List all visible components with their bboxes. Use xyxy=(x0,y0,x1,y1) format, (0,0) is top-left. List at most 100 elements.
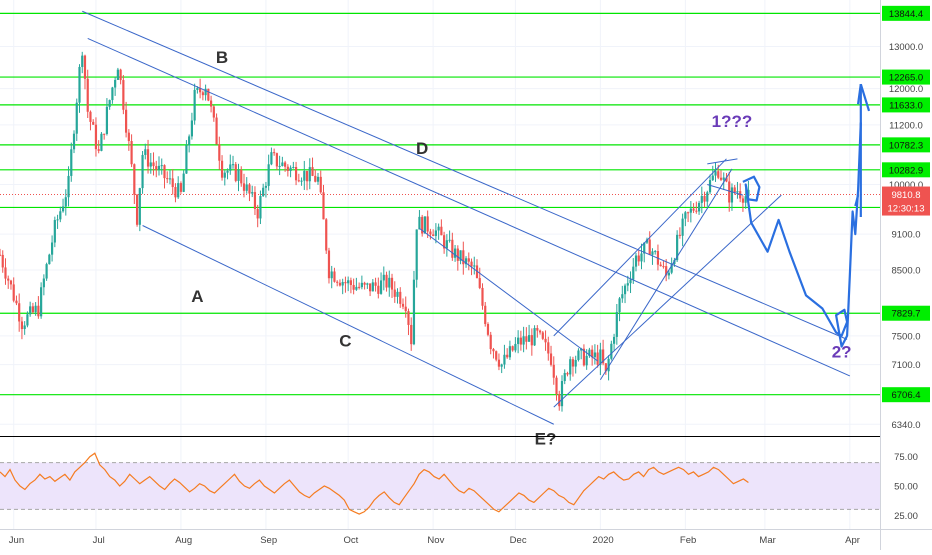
candle-body xyxy=(336,281,339,283)
candle-body xyxy=(437,226,440,231)
level-tag xyxy=(882,387,930,403)
candle-body xyxy=(352,284,355,290)
candle-body xyxy=(100,133,103,151)
candle-body xyxy=(541,332,544,339)
candle-body xyxy=(643,242,646,254)
candle-body xyxy=(593,352,596,358)
candle-body xyxy=(456,248,459,261)
time-tick-label: Feb xyxy=(680,535,696,546)
candle-body xyxy=(34,305,37,313)
candle-body xyxy=(18,303,21,322)
level-tag xyxy=(882,97,930,113)
time-tick-label: Jul xyxy=(93,535,105,546)
candle-body xyxy=(634,255,638,267)
current-price-value: 9810.8 xyxy=(891,190,920,201)
candle-body xyxy=(508,346,512,358)
candle-body xyxy=(59,211,62,220)
candle-body xyxy=(209,100,213,107)
candle-body xyxy=(434,230,437,236)
candle-body xyxy=(591,349,594,358)
candle-body xyxy=(94,124,98,150)
time-tick-label: Nov xyxy=(427,535,444,546)
candle-body xyxy=(706,192,709,202)
candle-body xyxy=(363,282,366,285)
candle-body xyxy=(700,196,703,203)
candle-body xyxy=(144,149,147,155)
candle-body xyxy=(533,328,536,346)
candle-body xyxy=(747,189,750,197)
candle-body xyxy=(703,196,706,202)
candle-body xyxy=(503,354,506,365)
candle-body xyxy=(163,165,166,179)
candle-body xyxy=(319,176,322,193)
time-tick-label: 2020 xyxy=(593,535,614,546)
candle-body xyxy=(281,162,284,166)
candle-body xyxy=(722,177,725,180)
candle-body xyxy=(0,254,2,256)
candle-body xyxy=(728,181,731,203)
candles xyxy=(0,51,750,412)
candle-body xyxy=(229,164,232,171)
candle-body xyxy=(667,272,671,276)
candle-body xyxy=(415,229,418,280)
candle-body xyxy=(196,88,199,90)
candle-body xyxy=(410,324,413,345)
candle-body xyxy=(670,263,673,273)
candle-body xyxy=(470,261,473,267)
candle-body xyxy=(615,312,618,337)
candle-body xyxy=(360,282,363,288)
candle-body xyxy=(602,349,605,364)
candle-body xyxy=(377,285,380,294)
candle-body xyxy=(393,289,396,297)
wave-label: A xyxy=(191,287,203,306)
price-tick-label: 10000.0 xyxy=(889,180,923,191)
candle-body xyxy=(215,117,218,145)
level-tag xyxy=(882,69,930,85)
candle-body xyxy=(188,136,191,146)
candle-body xyxy=(4,267,7,279)
candle-body xyxy=(168,178,172,180)
candle-body xyxy=(401,303,405,307)
trendline xyxy=(87,37,851,377)
candle-body xyxy=(204,88,207,96)
projection-path xyxy=(742,122,862,348)
candle-body xyxy=(662,266,665,268)
candle-body xyxy=(70,149,73,176)
candle-body xyxy=(289,167,292,172)
candle-body xyxy=(626,283,629,286)
candle-body xyxy=(347,280,350,284)
candle-body xyxy=(42,278,45,288)
candle-body xyxy=(385,274,388,288)
wave-labels: A B C D E? 1??? 2? xyxy=(191,48,851,449)
candle-body xyxy=(48,254,51,265)
price-tick-label: 7100.0 xyxy=(891,360,920,371)
trendline xyxy=(553,194,782,408)
time-tick-label: Apr xyxy=(845,535,860,546)
candle-body xyxy=(314,175,317,182)
candle-body xyxy=(171,178,174,188)
price-tick-label: 6340.0 xyxy=(891,420,920,431)
candle-body xyxy=(67,175,70,198)
candle-body xyxy=(286,166,289,172)
candle-body xyxy=(251,192,254,194)
candle-body xyxy=(322,192,325,220)
projection-arrow-head xyxy=(859,83,871,112)
candle-body xyxy=(736,191,739,193)
candle-body xyxy=(231,164,235,166)
level-tag-label: 7829.7 xyxy=(891,309,920,320)
candle-body xyxy=(275,153,278,167)
rsi-band xyxy=(0,462,880,510)
trendline xyxy=(707,184,744,196)
candle-body xyxy=(78,66,81,103)
candle-body xyxy=(330,271,333,279)
candle-body xyxy=(648,239,651,255)
candle-body xyxy=(212,106,215,118)
candle-body xyxy=(292,167,295,169)
price-axis-bg xyxy=(880,0,932,550)
candle-body xyxy=(97,149,100,151)
candle-body xyxy=(708,180,712,193)
candle-body xyxy=(135,194,139,225)
candle-body xyxy=(443,235,446,249)
candle-body xyxy=(311,167,314,176)
